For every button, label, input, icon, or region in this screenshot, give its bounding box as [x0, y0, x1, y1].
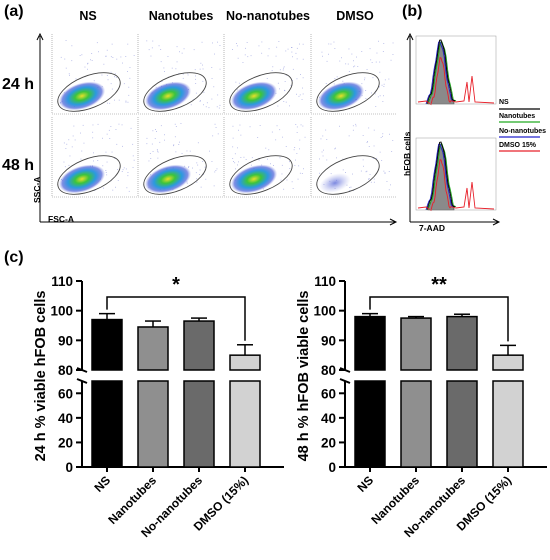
legend-label-dmso: DMSO 15%	[499, 142, 537, 149]
legend-label-ns: NS	[499, 99, 509, 106]
significance-marker: *	[172, 274, 180, 296]
x-category-label-0: NS	[91, 473, 113, 495]
tick-label-l1: 20	[58, 435, 73, 450]
bar-upper-2	[183, 320, 215, 371]
row-head-48h: 48 h	[2, 157, 34, 174]
tick-label-l0: 0	[328, 460, 336, 475]
bar-chart-24h: 80 90 100 110 0 20 40 60 24 h % viable hFOB cell…	[33, 274, 284, 540]
col-head-dmso: DMSO	[336, 9, 374, 23]
hist-axes	[406, 32, 501, 226]
flow-plot-0-1	[137, 34, 224, 115]
tick-label-u0: 80	[321, 363, 336, 378]
tick-label-u0: 80	[58, 363, 73, 378]
hist-y-axis-label: hFOB cells	[402, 131, 412, 176]
tick-label-l0: 0	[65, 460, 73, 475]
histogram-48h	[415, 137, 497, 212]
bar-lower-3	[492, 380, 524, 468]
bar-upper-2	[446, 315, 478, 371]
tick-label-u2: 100	[50, 304, 73, 319]
tick-label-l2: 40	[321, 411, 336, 426]
flow-plot-1-1	[137, 117, 224, 198]
flow-plot-0-0	[51, 34, 138, 115]
bar-lower-0	[91, 380, 123, 468]
col-head-nanotubes: Nanotubes	[149, 9, 214, 23]
bar-upper-3	[229, 354, 261, 371]
bar-lower-2	[183, 380, 215, 468]
panel-label-b: (b)	[402, 3, 422, 20]
hist-legend: NS Nanotubes No-nanotubes DMSO 15%	[499, 99, 546, 152]
y-axis-label: 24 h % viable hFOB cells	[33, 291, 49, 462]
col-head-ns: NS	[79, 9, 96, 23]
bar-upper-1	[400, 317, 432, 371]
bar-lower-2	[446, 380, 478, 468]
y-axis-label: 48 h % hFOB viable cells	[296, 291, 312, 462]
flow-y-axis-label: SSC-A	[32, 177, 42, 203]
flow-plot-1-0	[51, 117, 138, 198]
y-axis	[76, 281, 88, 467]
hist-x-axis-label: 7-AAD	[419, 223, 445, 233]
histograms	[415, 35, 497, 212]
flow-plot-1-3	[310, 117, 397, 198]
legend-label-nanotubes: Nanotubes	[499, 113, 535, 120]
bar-lower-1	[137, 380, 169, 468]
tick-label-u1: 90	[58, 333, 73, 348]
flow-plot-0-3	[310, 34, 397, 115]
tick-label-u3: 110	[51, 274, 73, 289]
y-axis	[339, 281, 351, 467]
legend-label-no-nanotubes: No-nanotubes	[499, 128, 546, 135]
histogram-24h	[415, 35, 497, 106]
flow-x-axis-label: FSC-A	[48, 214, 74, 224]
bar-chart-48h: 80 90 100 110 0 20 40 60 48 h % hFOB viable cell…	[296, 274, 547, 540]
tick-label-l3: 60	[321, 386, 336, 401]
x-category-label-0: NS	[354, 473, 376, 495]
bar-lower-0	[354, 380, 386, 468]
flow-column-headers: NS Nanotubes No-nanotubes DMSO	[79, 9, 374, 23]
flow-plot-1-2	[223, 117, 310, 198]
significance-marker: **	[431, 274, 447, 296]
bar-upper-0	[91, 318, 123, 371]
flow-plot-0-2	[223, 34, 310, 115]
tick-label-u1: 90	[321, 333, 336, 348]
flow-scatter-grid	[51, 34, 397, 198]
bar-upper-0	[354, 315, 386, 371]
tick-label-l2: 40	[58, 411, 73, 426]
bar-lower-3	[229, 380, 261, 468]
flow-row-headers: 24 h 48 h	[2, 76, 34, 174]
bar-lower-1	[400, 380, 432, 468]
significance-bracket	[106, 296, 246, 341]
tick-label-l3: 60	[58, 386, 73, 401]
panel-label-c: (c)	[4, 249, 24, 266]
flow-axes	[36, 32, 398, 226]
bar-upper-1	[137, 326, 169, 371]
col-head-no-nanotubes: No-nanotubes	[226, 9, 310, 23]
tick-label-l1: 20	[321, 435, 336, 450]
tick-label-u3: 110	[314, 274, 336, 289]
significance-bracket	[369, 296, 509, 342]
panel-label-a: (a)	[4, 3, 24, 20]
row-head-24h: 24 h	[2, 76, 34, 93]
bar-upper-3	[492, 354, 524, 371]
tick-label-u2: 100	[313, 304, 336, 319]
